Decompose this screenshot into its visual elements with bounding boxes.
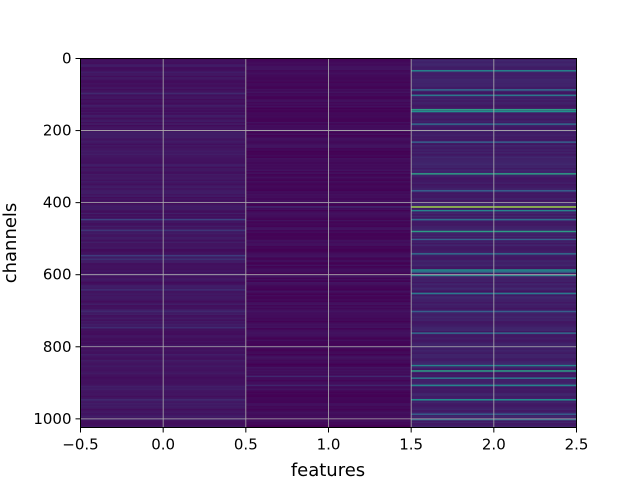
x-axis-label: features — [291, 460, 365, 480]
y-tick-label: 800 — [43, 338, 72, 356]
y-tick-label: 1000 — [33, 410, 71, 428]
y-tick-label: 200 — [43, 122, 72, 140]
x-tick-label: 0.0 — [151, 436, 175, 454]
y-axis-label: channels — [0, 203, 21, 284]
x-tick-label: 1.5 — [399, 436, 423, 454]
x-tick-label: 2.5 — [565, 436, 589, 454]
x-tick-label: 0.5 — [234, 436, 258, 454]
x-axis-ticks: −0.5 0.0 0.5 1.0 1.5 2.0 2.5 — [62, 427, 589, 454]
y-tick-label: 0 — [62, 50, 72, 68]
x-tick-label: 1.0 — [317, 436, 341, 454]
y-tick-label: 600 — [43, 266, 72, 284]
y-axis-ticks: 0 200 400 600 800 1000 — [33, 50, 81, 428]
x-tick-label: −0.5 — [62, 436, 98, 454]
x-tick-label: 2.0 — [482, 436, 506, 454]
y-tick-label: 400 — [43, 194, 72, 212]
